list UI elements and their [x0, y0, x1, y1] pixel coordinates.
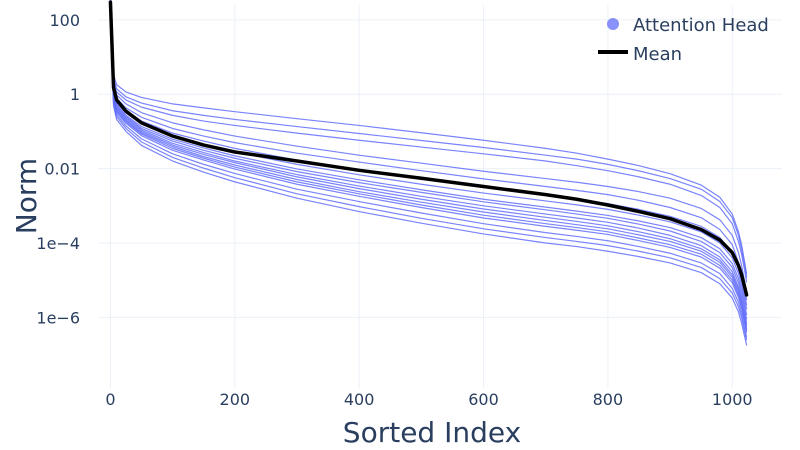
y-axis-title: Norm [10, 158, 43, 234]
y-axis-ticks: 100 1 0.01 1e−4 1e−6 [36, 11, 80, 327]
series-line-attention-head [109, 22, 748, 346]
series-line-attention-head [109, 12, 748, 324]
series-line-attention-head [109, 0, 748, 283]
series-line-attention-head [109, 0, 748, 278]
y-tick-label: 1 [70, 85, 80, 104]
series-line-attention-head [109, 11, 748, 320]
x-tick-label: 1000 [712, 390, 753, 409]
x-tick-label: 400 [344, 390, 375, 409]
x-tick-label: 600 [468, 390, 499, 409]
legend-marker-attention-head [607, 18, 619, 30]
series-line-attention-head [109, 17, 748, 333]
legend: Attention Head Mean [598, 15, 769, 65]
x-tick-label: 800 [593, 390, 624, 409]
series-line-attention-head [109, 15, 748, 330]
series-line-attention-head [109, 10, 748, 316]
series-line-attention-head [110, 0, 748, 275]
series-line-mean [108, 0, 749, 297]
series-line-attention-head [109, 20, 748, 341]
y-tick-label: 100 [49, 11, 80, 30]
series-line-attention-head [109, 5, 748, 301]
y-tick-label: 1e−4 [36, 234, 80, 253]
series-line-attention-head [109, 2, 748, 292]
legend-label-attention-head: Attention Head [633, 15, 769, 36]
x-tick-label: 0 [105, 390, 115, 409]
series-line-attention-head [109, 19, 748, 338]
legend-label-mean: Mean [633, 44, 682, 65]
x-tick-label: 200 [220, 390, 251, 409]
series-line-attention-head [109, 13, 748, 327]
x-axis-ticks: 0 200 400 600 800 1000 [105, 390, 752, 409]
series-layer [108, 0, 749, 346]
y-tick-label: 1e−6 [36, 308, 80, 327]
x-axis-title: Sorted Index [343, 416, 521, 449]
series-line-attention-head [109, 16, 748, 331]
y-tick-label: 0.01 [44, 160, 80, 179]
